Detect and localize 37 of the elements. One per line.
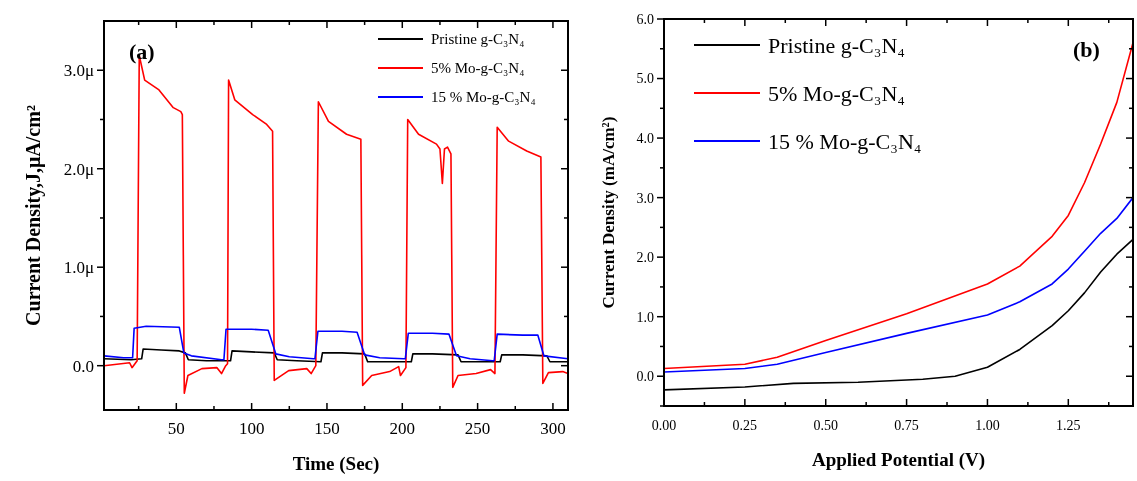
x-axis-title: Applied Potential (V) <box>811 449 986 471</box>
y-tick-label: 2.0 <box>636 250 654 266</box>
x-tick-label: 150 <box>314 419 340 438</box>
line-series <box>664 196 1133 373</box>
y-axis-title: Current Density,J,μA/cm² <box>22 105 45 326</box>
y-tick-label: 3.0μ <box>63 61 94 81</box>
x-tick-label: 250 <box>464 419 491 438</box>
line-series <box>104 325 568 362</box>
legend-label: Pristine g-C₃N₄ <box>431 31 525 48</box>
x-tick-label: 300 <box>540 419 566 438</box>
y-tick-label: 3.0 <box>636 190 654 206</box>
legend-label: 5% Mo-g-C₃N₄ <box>768 80 905 106</box>
legend-label: Pristine g-C₃N₄ <box>768 32 905 58</box>
y-tick-label: 2.0μ <box>63 159 94 179</box>
x-tick-label: 0.50 <box>813 418 838 433</box>
x-tick-label: 50 <box>167 419 185 438</box>
x-tick-label: 0.75 <box>894 418 919 433</box>
x-tick-label: 0.25 <box>732 418 758 433</box>
x-tick-label: 100 <box>238 419 265 438</box>
x-tick-label: 200 <box>389 419 416 438</box>
y-tick-label: 0.0 <box>72 356 94 376</box>
x-tick-label: 1.00 <box>975 418 1000 433</box>
x-axis-title: Time (Sec) <box>292 453 380 475</box>
legend-label: 15 % Mo-g-C₃N₄ <box>768 128 922 154</box>
y-axis-title: Current Density (mA/cm²) <box>599 116 618 309</box>
legend-label: 5% Mo-g-C₃N₄ <box>431 60 525 77</box>
y-tick-label: 6.0 <box>636 11 654 27</box>
annotation: (b) <box>1073 37 1100 62</box>
x-tick-label: 0.00 <box>651 418 677 433</box>
y-tick-label: 1.0 <box>636 309 654 325</box>
legend-label: 15 % Mo-g-C₃N₄ <box>431 89 536 106</box>
x-tick-label: 1.25 <box>1056 418 1081 433</box>
annotation: (a) <box>129 39 155 64</box>
y-tick-label: 1.0μ <box>63 258 94 278</box>
y-tick-label: 4.0 <box>636 130 654 146</box>
y-tick-label: 5.0 <box>636 71 654 87</box>
y-tick-label: 0.0 <box>636 369 654 385</box>
